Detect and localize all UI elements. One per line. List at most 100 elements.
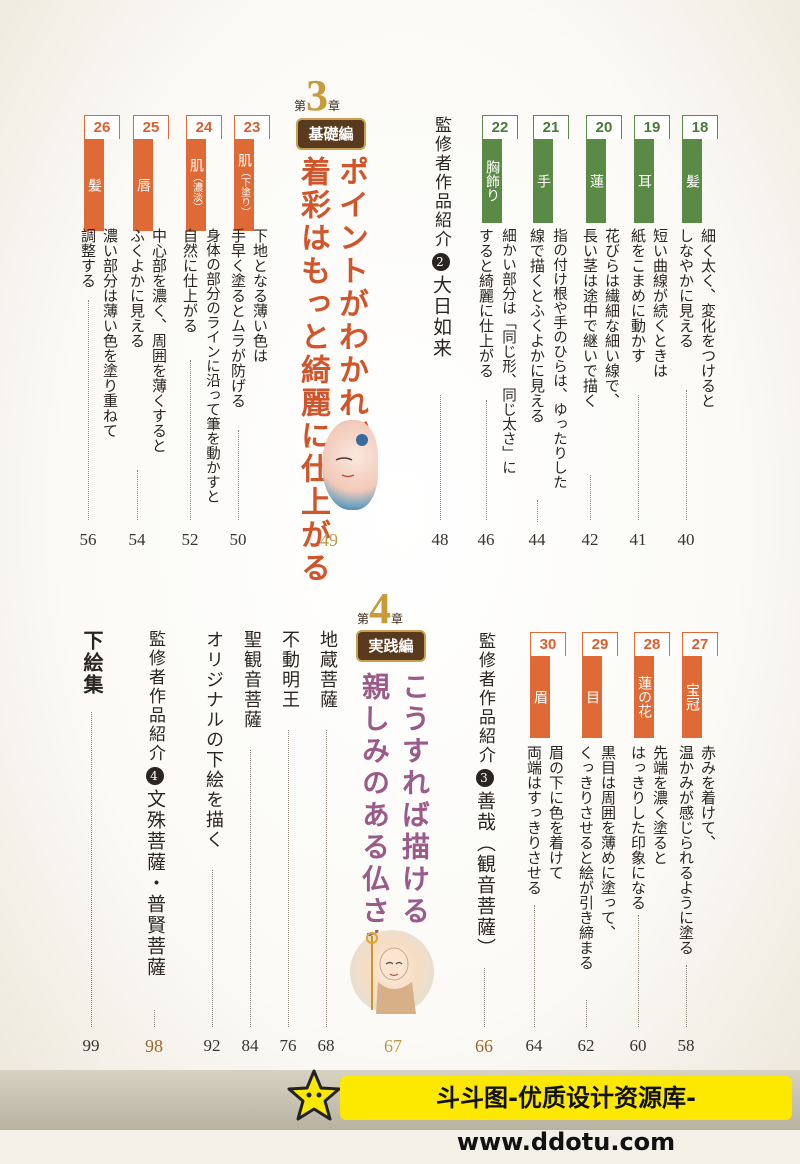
toc-item-21-text-1: 指の付け根や手のひらは、ゆったりした [551,228,567,489]
toc-item-26-label[interactable]: 26 髪 [84,115,120,231]
toc-entry-original-leader [212,870,213,1027]
toc-item-19-label[interactable]: 19 耳 [634,115,670,223]
toc-item-28-label[interactable]: 28 蓮の花 [634,632,670,738]
toc-item-21-page: 44 [528,530,546,549]
chapter4-feature2-page: 98 [145,1036,163,1056]
chapter4-badge: 実践編 [356,630,426,662]
toc-entry-original-page: 92 [203,1036,221,1055]
toc-item-19-text-2: 紙をこまめに動かす [629,228,647,363]
toc-item-29-text-2: くっきりさせると絵が引き締まる [577,745,595,970]
toc-item-20-page: 42 [581,530,599,549]
circled-number: 3 [476,769,494,787]
toc-item-27-leader [686,965,687,1027]
toc-item-28-leader [638,915,639,1027]
chapter3-number: 3 [306,71,329,120]
toc-item-24-label[interactable]: 24 肌（濃淡） [186,115,222,231]
toc-item-24-leader [190,360,191,520]
toc-item-28-page: 60 [629,1036,647,1055]
chapter3-feature-page: 48 [431,530,449,549]
toc-item-30-leader [534,905,535,1027]
chapter4-title-line2: 親しみのある仏さま [358,672,391,960]
chapter3-feature-heading[interactable]: 監修者作品紹介2大日如来 [430,116,452,359]
toc-entry-sketches-page: 99 [82,1036,100,1055]
chapter4-feature-page: 66 [475,1036,493,1056]
toc-item-25-label[interactable]: 25 唇 [133,115,169,231]
toc-item-18-label[interactable]: 18 髪 [682,115,718,223]
chapter4-page: 67 [384,1036,402,1056]
toc-item-20-text-1: 花びらは繊細な細い線で、 [603,228,621,408]
toc-item-25-page: 54 [128,530,146,549]
chapter4-feature-leader [484,968,485,1027]
chapter4-number: 4 [369,584,392,633]
circled-number: 2 [432,253,450,271]
toc-item-23-leader [238,430,239,520]
star-icon [287,1069,341,1121]
toc-entry-sho-kannon-page: 84 [241,1036,259,1055]
chapter4-mark: 第4章 [357,584,404,633]
toc-item-23-text-1: 下地となる薄い色は [251,228,269,363]
jizo-face-lines [366,932,416,1014]
toc-item-26-leader [88,300,89,520]
circled-number: 4 [146,767,164,785]
toc-item-24-text-2: 自然に仕上がる [181,228,199,333]
toc-item-22-page: 46 [477,530,495,549]
toc-entry-original[interactable]: オリジナルの下絵を描く [203,630,224,850]
toc-item-19-leader [638,395,639,520]
toc-item-28-text-1: 先端を濃く塗ると [651,745,669,865]
toc-entry-jizo-leader [326,730,327,1027]
buddha-face-illustration-icon [322,420,378,510]
toc-item-27-page: 58 [677,1036,695,1055]
toc-item-25-text-1: 中心部を濃く、周囲を薄くすると [150,228,168,453]
toc-item-22-text-1: 細かい部分は「同じ形、同じ太さ」に [500,228,516,475]
chapter3-mark: 第3章 [294,71,341,120]
toc-entry-sho-kannon[interactable]: 聖観音菩薩 [241,630,262,730]
toc-item-24-page: 52 [181,530,199,549]
toc-item-30-text-2: 両端はすっきりさせる [525,745,543,895]
toc-item-19-page: 41 [629,530,647,549]
toc-item-18-leader [686,390,687,520]
chapter4-feature-heading[interactable]: 監修者作品紹介3善哉（観音菩薩） [474,632,496,959]
toc-item-18-text-2: しなやかに見える [677,228,695,348]
toc-item-26-text-1: 濃い部分は薄い色を塗り重ねて [101,228,119,438]
chapter3-title-line2: 着彩はもっと綺麗に仕上がる [295,156,330,585]
toc-item-29-text-1: 黒目は周囲を薄めに塗って、 [599,745,617,940]
toc-item-28-text-2: はっきりした印象になる [629,745,647,910]
toc-item-24-text-1: 身体の部分のラインに沿って筆を動かすと [204,228,220,504]
toc-item-26-page: 56 [79,530,97,549]
toc-item-18-text-1: 細く太く、変化をつけると [699,228,717,408]
watermark-banner: 斗斗图-优质设计资源库-www.ddotu.com [340,1076,792,1156]
toc-entry-fudo[interactable]: 不動明王 [279,630,300,710]
toc-item-22-label[interactable]: 22 胸飾り [482,115,518,223]
buddha-face-lines [335,434,368,478]
toc-item-27-label[interactable]: 27 宝冠 [682,632,718,738]
chapter4-feature2-leader [154,1010,155,1027]
toc-item-22-text-2: すると綺麗に仕上がる [477,228,495,378]
toc-item-21-text-2: 線で描くとふくよかに見える [528,228,546,423]
toc-item-20-label[interactable]: 20 蓮 [586,115,622,223]
chapter4-feature2-heading[interactable]: 監修者作品紹介4文殊菩薩・普賢菩薩 [144,630,166,978]
toc-item-21-label[interactable]: 21 手 [533,115,569,223]
toc-entry-jizo[interactable]: 地蔵菩薩 [317,630,338,710]
toc-entry-sketches-leader [91,712,92,1027]
toc-entry-fudo-page: 76 [279,1036,297,1055]
toc-item-29-leader [586,1000,587,1027]
toc-item-19-text-1: 短い曲線が続くときは [651,228,669,378]
toc-item-30-text-1: 眉の下に色を着けて [547,745,565,880]
toc-item-26-text-2: 調整する [79,228,97,288]
toc-item-29-page: 62 [577,1036,595,1055]
toc-item-23-label[interactable]: 23 肌（下塗り） [234,115,270,231]
chapter4-title-line1: こうすれば描ける [398,672,431,928]
toc-item-18-page: 40 [677,530,695,549]
toc-item-30-label[interactable]: 30 眉 [530,632,566,738]
toc-entry-sketches[interactable]: 下絵集 [80,630,104,696]
toc-item-27-text-2: 温かみが感じられるように塗る [677,745,695,955]
toc-item-29-label[interactable]: 29 目 [582,632,618,738]
toc-item-25-text-2: ふくよかに見える [128,228,146,348]
toc-item-22-leader [486,400,487,520]
toc-item-20-text-2: 長い茎は途中で継いで描く [581,228,599,408]
jizo-monk-illustration-icon [350,930,434,1014]
chapter3-badge: 基礎編 [296,118,366,150]
toc-item-21-leader [537,500,538,522]
toc-item-20-leader [590,475,591,520]
